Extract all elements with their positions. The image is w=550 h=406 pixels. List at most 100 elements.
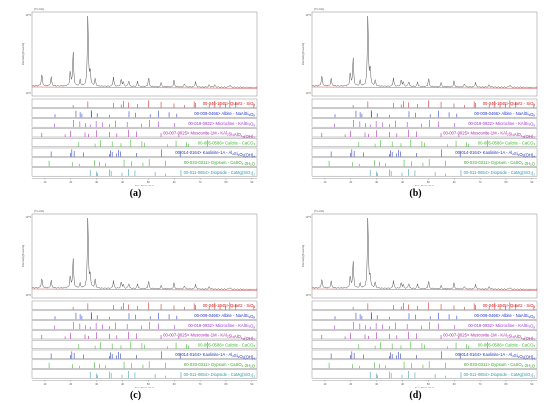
reference-label: 00-019-0932> Microcline - KAlSi3O8 (188, 323, 255, 330)
x-tick-label: 60 (173, 180, 176, 184)
reference-strip: 00-009-0466> Albite - NaAlSi3O8 (311, 310, 538, 320)
y-tick-label: 10^2 (25, 293, 31, 297)
reference-label: 00-014-0164> Kaolinite-1A - Al2Si2O5(OH)… (175, 352, 255, 360)
reference-label: 00-033-0311> Gypsum - CaSO4·2H2O (464, 160, 536, 167)
reference-strip-frame (311, 349, 538, 359)
reference-strip: 00-019-0932> Microcline - KAlSi3O8 (31, 118, 258, 128)
x-tick-label: 10 (323, 180, 326, 184)
x-tick-label: 70 (479, 382, 482, 386)
x-axis-label: Two-Theta (deg) (415, 386, 434, 388)
y-tick-label: 10^3 (305, 13, 311, 17)
reference-label: 00-005-0586> Calcite - CaCO3 (198, 140, 256, 146)
x-tick-label: 10 (323, 382, 326, 386)
plot-frame (311, 11, 538, 97)
reference-label: 00-005-0586> Calcite - CaCO3 (198, 342, 256, 348)
reference-label: 00-011-0654> Diopside - CaMg(SiO3)2 (184, 170, 256, 177)
y-tick-label: 10^3 (305, 215, 311, 219)
reference-strip: 00-005-0586> Calcite - CaCO3 (31, 339, 258, 350)
y-unit-label: [Y-Unit] (34, 209, 44, 213)
x-tick-label: 60 (453, 382, 456, 386)
reference-strip-frame (31, 320, 258, 330)
reference-label: 00-005-0586> Calcite - CaCO3 (478, 140, 536, 146)
reference-label: 00-011-0654> Diopside - CaMg(SiO3)2 (184, 372, 256, 379)
panel-label-a: (a) (129, 188, 142, 199)
reference-strip: 00-046-1045> Quartz - SiO2 (311, 98, 538, 108)
reference-strip-frame (311, 128, 538, 138)
y-axis-label: Intensity[Counts] (301, 245, 305, 268)
x-tick-label: 70 (199, 180, 202, 184)
y-unit-label: [Y-Unit] (314, 209, 324, 213)
x-tick-label: 80 (225, 382, 228, 386)
reference-label: 00-009-0466> Albite - NaAlSi3O8 (194, 313, 255, 320)
reference-strip: 00-046-1045> Quartz - SiO2 (31, 300, 258, 310)
xrd-panel-a: [Y-Unit] Intensity[Counts] 10^3 10^2 00-046-… (8, 4, 263, 199)
reference-label: 00-005-0586> Calcite - CaCO3 (478, 342, 536, 348)
x-tick-label: 30 (375, 382, 378, 386)
reference-label: 00-007-0025> Muscovite-1M - KAl2Si3AlO10… (163, 131, 255, 140)
reference-label: 00-046-1045> Quartz - SiO2 (483, 303, 536, 309)
reference-strip: 00-005-0586> Calcite - CaCO3 (311, 339, 538, 350)
x-tick-label: 90 (250, 382, 253, 386)
xrd-pattern-line (31, 15, 258, 89)
xrd-plot-a: [Y-Unit] Intensity[Counts] 10^3 10^2 00-046-… (21, 7, 258, 186)
y-unit-label: [Y-Unit] (34, 7, 44, 11)
xrd-pattern-line (311, 218, 538, 291)
reference-label: 00-046-1045> Quartz - SiO2 (203, 303, 256, 309)
x-tick-label: 50 (147, 382, 150, 386)
reference-label: 00-011-0654> Diopside - CaMg(SiO3)2 (464, 372, 536, 379)
reference-label: 00-014-0164> Kaolinite-1A - Al2Si2O5(OH)… (175, 150, 255, 158)
reference-strip-frame (311, 359, 538, 369)
reference-strip-frame (31, 359, 258, 369)
reference-strip-frame (311, 118, 538, 128)
x-tick-label: 80 (225, 180, 228, 184)
x-tick-label: 70 (479, 180, 482, 184)
x-tick-label: 20 (349, 382, 352, 386)
reference-strip: 00-014-0164> Kaolinite-1A - Al2Si2O5(OH)… (311, 147, 538, 158)
reference-strip-frame (31, 167, 258, 177)
reference-label: 00-033-0311> Gypsum - CaSO4·2H2O (184, 160, 256, 167)
y-tick-label: 10^2 (305, 91, 311, 95)
x-tick-label: 60 (173, 382, 176, 386)
reference-strip: 00-011-0654> Diopside - CaMg(SiO3)2 (311, 167, 538, 177)
reference-strip: 00-007-0025> Muscovite-1M - KAl2Si3AlO10… (311, 128, 538, 140)
xrd-plot-b: [Y-Unit] Intensity[Counts] 10^3 10^2 00-046-… (301, 7, 538, 186)
reference-strip-frame (311, 98, 538, 108)
reference-strip: 00-019-0932> Microcline - KAlSi3O8 (311, 118, 538, 128)
y-axis-label: Intensity[Counts] (21, 245, 25, 268)
reference-strip-frame (31, 349, 258, 359)
reference-label: 00-019-0932> Microcline - KAlSi3O8 (468, 121, 535, 128)
reference-strip-frame (31, 330, 258, 340)
x-tick-label: 30 (95, 382, 98, 386)
x-tick-label: 20 (69, 382, 72, 386)
reference-strip: 00-009-0466> Albite - NaAlSi3O8 (31, 310, 258, 320)
x-tick-label: 40 (121, 180, 124, 184)
reference-label: 00-014-0164> Kaolinite-1A - Al2Si2O5(OH)… (455, 150, 535, 158)
x-tick-label: 40 (401, 180, 404, 184)
reference-strip: 00-005-0586> Calcite - CaCO3 (31, 137, 258, 148)
reference-label: 00-007-0025> Muscovite-1M - KAl2Si3AlO10… (443, 333, 535, 342)
x-tick-label: 40 (121, 382, 124, 386)
xrd-panel-b: [Y-Unit] Intensity[Counts] 10^3 10^2 00-046-… (288, 4, 543, 199)
reference-strip: 00-014-0164> Kaolinite-1A - Al2Si2O5(OH)… (31, 147, 258, 158)
reference-label: 00-009-0466> Albite - NaAlSi3O8 (474, 111, 535, 118)
reference-label: 00-046-1045> Quartz - SiO2 (483, 101, 536, 107)
reference-strip-frame (311, 147, 538, 157)
y-tick-label: 10^3 (25, 215, 31, 219)
y-axis-label: Intensity[Counts] (21, 43, 25, 66)
reference-label: 00-009-0466> Albite - NaAlSi3O8 (474, 313, 535, 320)
x-tick-label: 10 (43, 180, 46, 184)
panel-label-d: (d) (409, 390, 422, 401)
reference-strip-frame (31, 108, 258, 118)
reference-strip: 00-009-0466> Albite - NaAlSi3O8 (311, 108, 538, 118)
reference-strip-frame (31, 147, 258, 157)
reference-strip: 00-007-0025> Muscovite-1M - KAl2Si3AlO10… (31, 330, 258, 342)
background-curve (31, 86, 258, 89)
y-axis-label: Intensity[Counts] (301, 43, 305, 66)
x-tick-label: 20 (69, 180, 72, 184)
reference-strip-frame (311, 320, 538, 330)
x-tick-label: 30 (95, 180, 98, 184)
reference-strip: 00-046-1045> Quartz - SiO2 (311, 300, 538, 310)
panel-label-b: (b) (409, 188, 422, 199)
x-tick-label: 90 (530, 180, 533, 184)
reference-strip-frame (311, 167, 538, 177)
